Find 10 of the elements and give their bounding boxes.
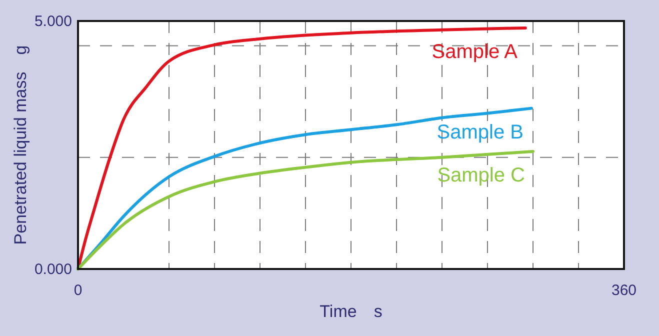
x-tick-label: 360 <box>611 282 637 299</box>
line-series <box>76 150 534 270</box>
x-tick-label: 0 <box>74 282 82 299</box>
y-tick-label: 5.000 <box>34 13 72 30</box>
series-label: Sample C <box>437 164 525 186</box>
series-label: Sample B <box>436 121 524 144</box>
x-axis-title: Time s <box>320 302 382 321</box>
series-label: Sample A <box>432 40 518 63</box>
y-tick-label: 0.000 <box>34 261 72 278</box>
y-axis-title: Penetrated liquid mass g <box>11 45 30 245</box>
